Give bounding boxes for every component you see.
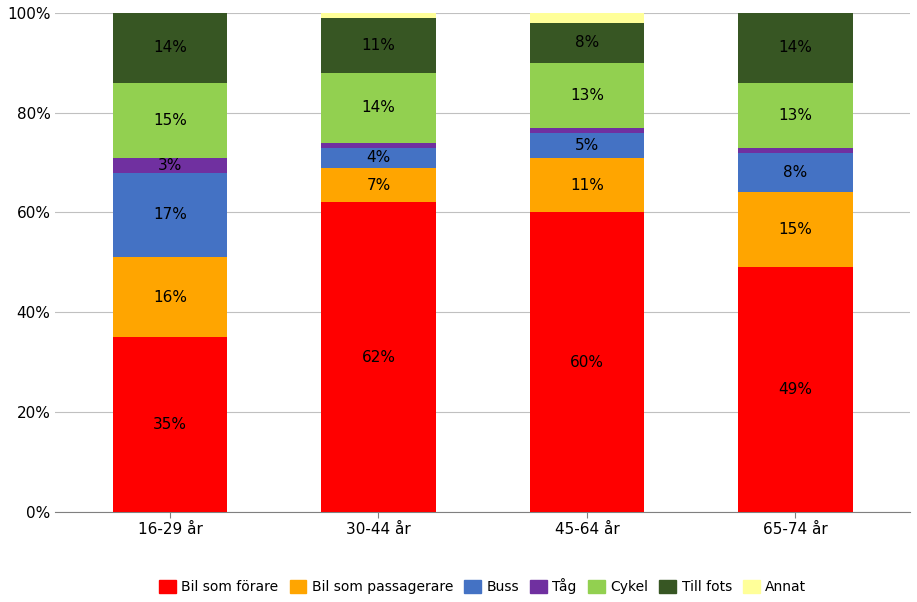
Text: 4%: 4% (366, 150, 391, 165)
Bar (321, 18, 436, 73)
Bar (530, 128, 645, 132)
Text: 15%: 15% (779, 222, 812, 237)
Text: 14%: 14% (779, 40, 812, 55)
Bar (113, 13, 227, 82)
Text: 35%: 35% (153, 417, 187, 432)
Text: 11%: 11% (570, 178, 604, 193)
Bar (530, 158, 645, 213)
Text: 60%: 60% (570, 355, 604, 370)
Bar (321, 147, 436, 167)
Bar (530, 13, 645, 23)
Bar (738, 82, 853, 147)
Bar (738, 147, 853, 152)
Text: 5%: 5% (575, 138, 599, 153)
Bar (321, 202, 436, 512)
Text: 14%: 14% (361, 100, 395, 115)
Text: 8%: 8% (575, 36, 599, 51)
Bar (321, 167, 436, 202)
Bar (738, 152, 853, 193)
Bar (321, 143, 436, 147)
Text: 7%: 7% (366, 178, 391, 193)
Bar (530, 63, 645, 128)
Text: 15%: 15% (153, 113, 187, 128)
Bar (113, 337, 227, 512)
Bar (113, 257, 227, 337)
Text: 49%: 49% (779, 382, 812, 397)
Text: 13%: 13% (570, 88, 604, 103)
Bar (113, 158, 227, 173)
Bar (113, 173, 227, 257)
Text: 13%: 13% (779, 108, 812, 123)
Text: 17%: 17% (153, 208, 187, 223)
Text: 16%: 16% (153, 290, 187, 305)
Text: 3%: 3% (158, 158, 182, 173)
Bar (321, 13, 436, 18)
Text: 62%: 62% (361, 350, 395, 365)
Bar (321, 73, 436, 143)
Bar (530, 132, 645, 158)
Bar (530, 23, 645, 63)
Bar (738, 13, 853, 82)
Text: 11%: 11% (361, 38, 395, 53)
Legend: Bil som förare, Bil som passagerare, Buss, Tåg, Cykel, Till fots, Annat: Bil som förare, Bil som passagerare, Bus… (160, 579, 806, 594)
Text: 14%: 14% (153, 40, 187, 55)
Text: 8%: 8% (783, 165, 808, 180)
Bar (113, 82, 227, 158)
Bar (738, 193, 853, 267)
Bar (530, 213, 645, 512)
Bar (738, 267, 853, 512)
